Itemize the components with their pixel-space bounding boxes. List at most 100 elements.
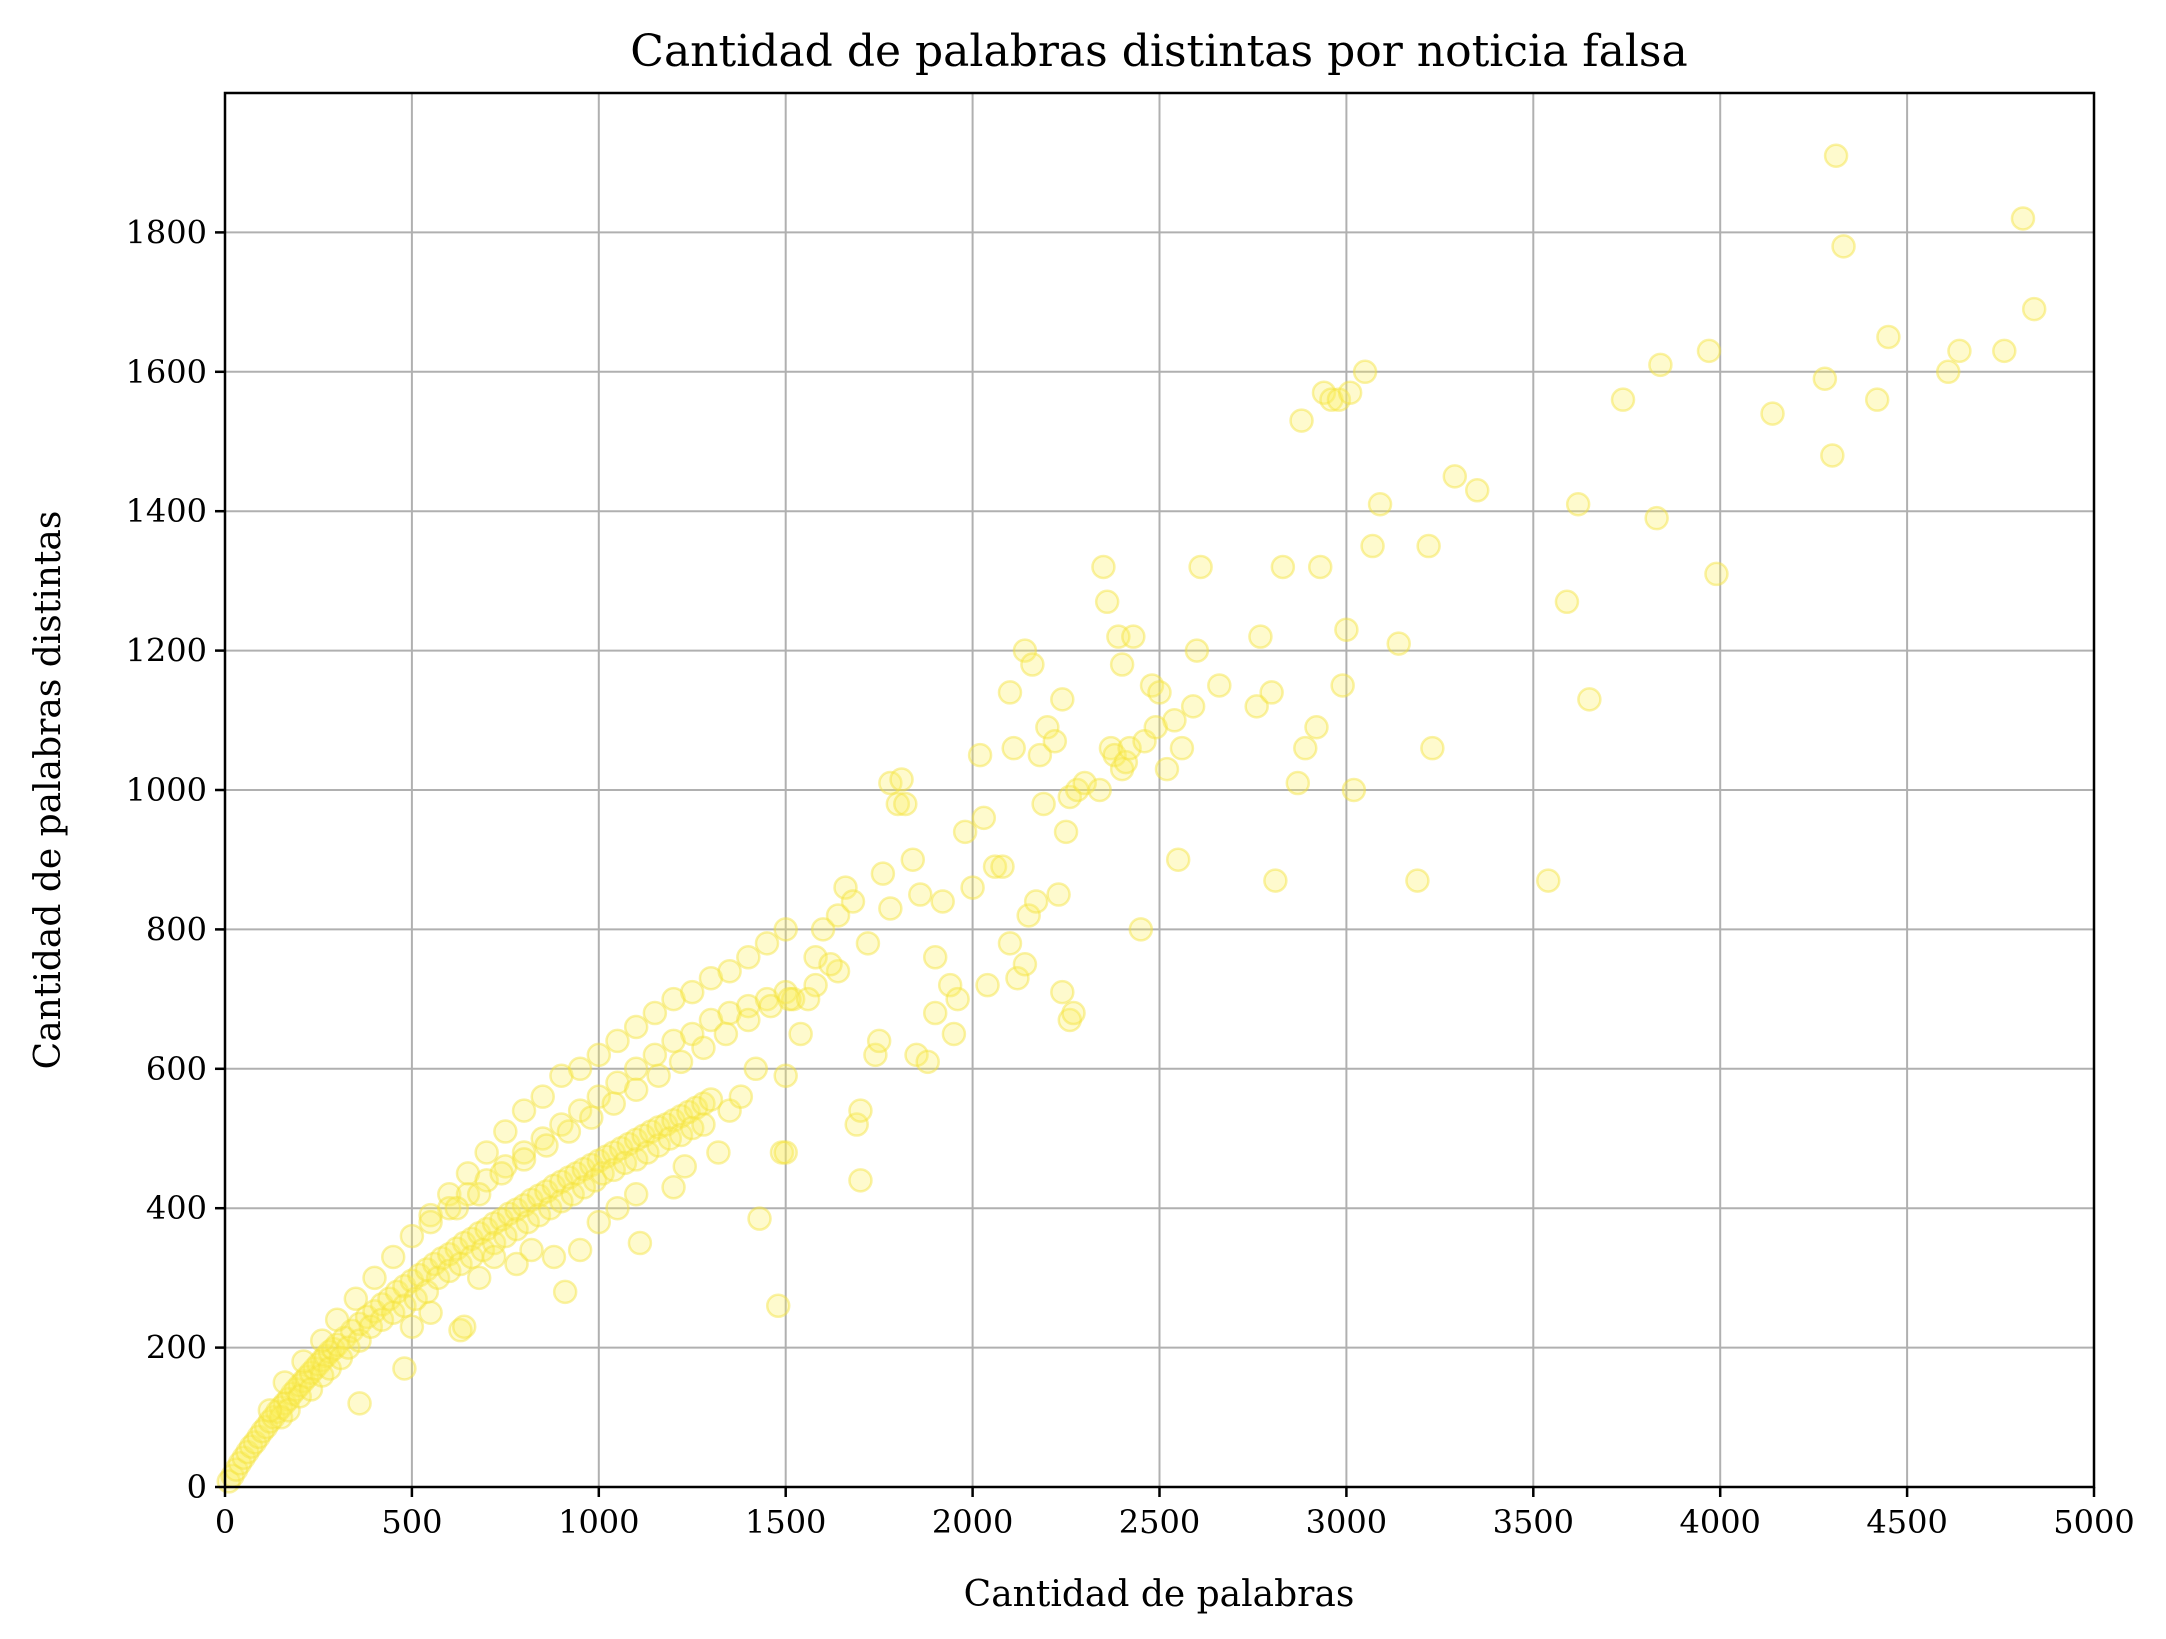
data-point xyxy=(392,1356,417,1381)
data-point xyxy=(754,986,780,1012)
data-point xyxy=(564,1161,589,1186)
data-point xyxy=(238,1434,264,1459)
data-point xyxy=(1244,694,1269,719)
data-point xyxy=(336,1335,361,1360)
data-point xyxy=(493,1223,518,1249)
data-point xyxy=(276,1398,301,1423)
data-point xyxy=(474,1216,499,1242)
data-point xyxy=(1536,868,1561,893)
data-point xyxy=(261,1405,286,1430)
data-point xyxy=(537,1195,563,1221)
data-point xyxy=(605,1028,630,1054)
data-point xyxy=(1831,234,1856,259)
data-point xyxy=(1367,491,1393,517)
y-tick-label: 200 xyxy=(146,1329,207,1367)
data-point xyxy=(1001,735,1026,761)
data-point xyxy=(414,1257,440,1282)
data-point xyxy=(1147,680,1172,705)
data-point xyxy=(1050,979,1075,1005)
data-point xyxy=(605,1195,630,1221)
data-point xyxy=(1304,715,1329,740)
data-point xyxy=(324,1332,350,1358)
data-point xyxy=(414,1279,440,1305)
x-axis-label: Cantidad de palabras xyxy=(964,1574,1355,1615)
data-point xyxy=(1386,631,1411,656)
grid xyxy=(224,93,2095,1488)
data-point xyxy=(698,1007,724,1033)
y-tick-label: 1000 xyxy=(126,771,207,809)
data-point xyxy=(556,1165,582,1190)
data-point xyxy=(347,1328,372,1353)
data-point xyxy=(1016,903,1041,928)
y-tick-label: 1400 xyxy=(126,492,207,530)
data-point xyxy=(1121,624,1146,649)
data-point xyxy=(403,1286,428,1312)
data-point xyxy=(1031,791,1056,817)
data-point xyxy=(717,1000,742,1026)
data-point xyxy=(377,1286,402,1312)
data-point xyxy=(272,1391,298,1416)
data-point xyxy=(549,1188,574,1214)
data-point xyxy=(2010,206,2036,231)
data-point xyxy=(661,1175,686,1200)
data-point xyxy=(642,1042,668,1068)
y-tick-label: 0 xyxy=(187,1468,207,1506)
data-point xyxy=(530,1126,555,1151)
data-point xyxy=(291,1349,316,1374)
data-point xyxy=(952,819,978,845)
data-point xyxy=(1405,868,1430,893)
data-point xyxy=(893,791,918,817)
data-point xyxy=(257,1409,283,1434)
data-point xyxy=(975,972,1000,998)
data-point xyxy=(1263,868,1288,893)
data-point xyxy=(1610,387,1636,412)
data-point xyxy=(1132,728,1157,754)
data-point xyxy=(635,1140,660,1165)
data-point xyxy=(653,1112,679,1137)
data-point xyxy=(1565,491,1591,517)
data-point xyxy=(889,767,914,792)
data-point xyxy=(451,1314,477,1339)
data-point xyxy=(1143,715,1169,740)
y-tick-label: 1800 xyxy=(126,213,207,251)
data-point xyxy=(623,1056,649,1082)
data-point xyxy=(298,1360,324,1385)
data-point xyxy=(1577,687,1602,712)
data-point xyxy=(1352,359,1378,385)
data-point xyxy=(268,1405,294,1430)
data-point xyxy=(825,958,851,984)
data-point xyxy=(1554,589,1580,615)
data-point xyxy=(437,1182,462,1207)
data-point xyxy=(437,1258,462,1284)
data-point xyxy=(627,1230,653,1256)
data-point xyxy=(743,1056,769,1082)
data-point xyxy=(1102,742,1127,768)
data-point xyxy=(1139,673,1165,698)
data-point xyxy=(728,1084,754,1109)
data-point xyxy=(268,1395,294,1420)
data-point xyxy=(422,1251,447,1277)
data-point xyxy=(567,1098,593,1123)
data-point xyxy=(459,1244,484,1270)
y-tick-label: 600 xyxy=(146,1050,207,1088)
data-point xyxy=(922,945,948,970)
data-point xyxy=(466,1265,492,1291)
data-point xyxy=(586,1209,612,1235)
data-point xyxy=(1289,408,1314,433)
chart-title: Cantidad de palabras distintas por notic… xyxy=(630,26,1687,77)
data-point xyxy=(945,986,970,1012)
data-point xyxy=(646,1133,671,1158)
x-tick-label: 0 xyxy=(215,1503,235,1541)
y-tick-label: 400 xyxy=(146,1189,207,1227)
data-point xyxy=(511,1193,537,1218)
x-tick-label: 500 xyxy=(381,1503,442,1541)
data-point xyxy=(590,1161,615,1186)
data-point xyxy=(605,1070,630,1095)
x-tick-label: 5000 xyxy=(2053,1503,2134,1541)
data-point xyxy=(253,1414,279,1440)
data-point xyxy=(1293,735,1318,761)
data-point xyxy=(380,1300,406,1325)
data-point xyxy=(930,889,955,914)
data-point xyxy=(646,1115,671,1140)
data-point xyxy=(1442,464,1468,489)
